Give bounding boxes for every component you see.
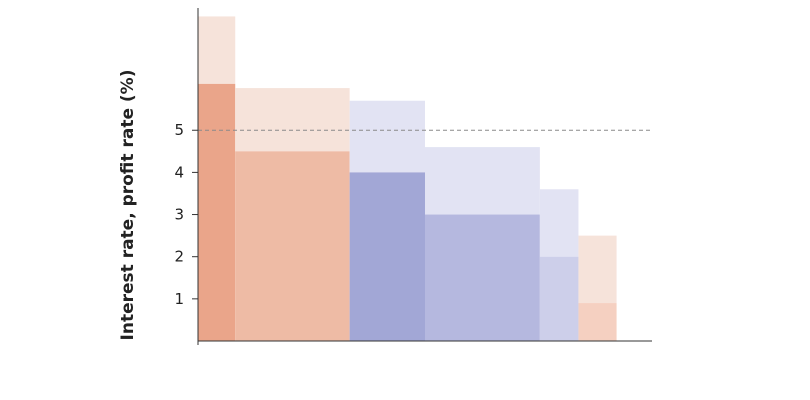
- y-tick-label-1: 1: [174, 290, 184, 308]
- bar-2-lower: [235, 151, 350, 341]
- bar-2-upper: [235, 88, 350, 152]
- y-ticks: 1 2 3 4 5: [174, 121, 198, 308]
- bar-4-upper: [425, 147, 540, 215]
- y-tick-label-3: 3: [174, 206, 184, 224]
- bar-6-lower: [578, 303, 617, 341]
- bar-3-upper: [349, 100, 425, 173]
- bar-6-upper: [578, 235, 617, 304]
- bar-1-upper: [198, 16, 236, 84]
- bar-1-lower: [198, 83, 236, 342]
- bars-layer: [198, 16, 617, 342]
- y-tick-label-4: 4: [174, 163, 184, 181]
- bar-4-lower: [425, 214, 540, 341]
- bar-5-lower: [539, 256, 579, 341]
- bar-5-upper: [539, 189, 579, 257]
- y-axis-title: Interest rate, profit rate (%): [118, 70, 138, 341]
- bar-3-lower: [349, 172, 425, 341]
- y-tick-label-5: 5: [174, 121, 184, 139]
- y-tick-label-2: 2: [174, 248, 184, 266]
